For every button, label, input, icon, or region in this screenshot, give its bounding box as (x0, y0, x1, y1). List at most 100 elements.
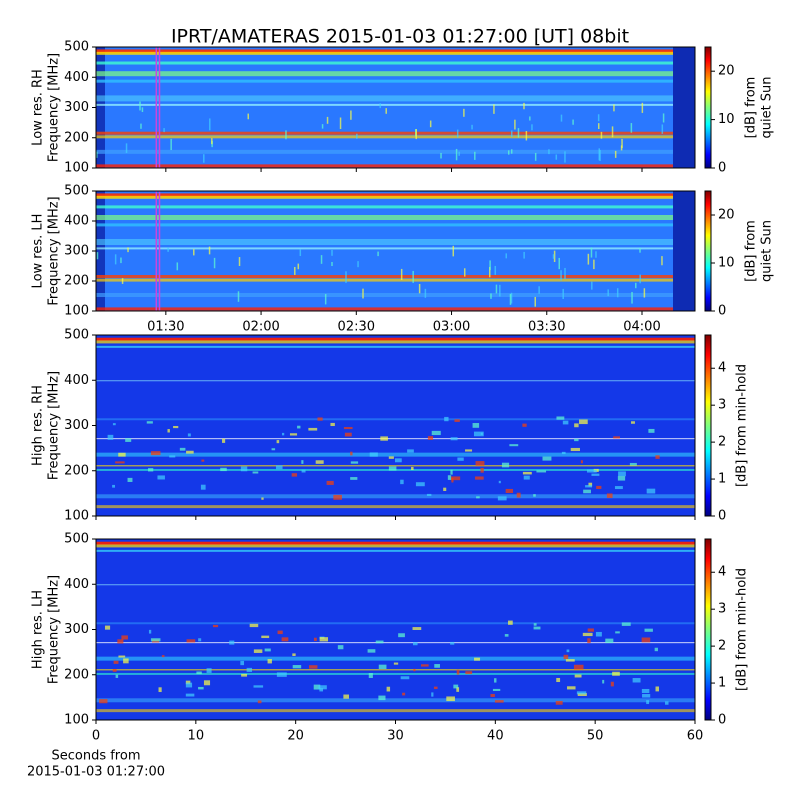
image-speckle (555, 154, 558, 160)
image-speckle (139, 101, 141, 111)
colorbar-tick-label: 0 (718, 161, 726, 176)
image-speckle (333, 494, 342, 500)
colorbar-tick-label: 20 (718, 64, 735, 79)
image-speckle (271, 448, 276, 451)
y-tick-label: 500 (64, 328, 89, 343)
image-speckle (574, 423, 579, 428)
image-speckle (185, 693, 195, 697)
image-band (96, 135, 673, 139)
colorbar-tick-label: 2 (718, 639, 726, 654)
image-band (96, 193, 673, 198)
x-tick-label: 50 (587, 729, 604, 744)
image-speckle (115, 461, 125, 464)
image-speckle (127, 247, 129, 253)
image-speckle (237, 291, 240, 302)
image-speckle (185, 682, 193, 688)
image-speckle (433, 686, 438, 689)
y-label: Frequency [MHz] (47, 371, 62, 480)
image-speckle (253, 685, 264, 688)
image-speckle (611, 126, 614, 138)
spectrogram-image (96, 191, 695, 311)
image-speckle (343, 694, 349, 699)
image-speckle (320, 255, 323, 264)
spectrogram-image (96, 335, 695, 516)
x-tick-label: 02:00 (242, 320, 279, 335)
image-speckle (642, 694, 651, 698)
image-speckle (415, 482, 425, 487)
image-speckle (552, 254, 555, 259)
image-speckle (576, 691, 587, 695)
image-speckle (494, 678, 497, 683)
x-label: Seconds from (51, 749, 140, 764)
image-speckle (394, 458, 402, 463)
image-speckle (238, 257, 241, 267)
image-band (96, 544, 695, 548)
image-speckle (201, 459, 205, 462)
image-speckle (639, 274, 641, 284)
image-speckle (429, 120, 432, 128)
image-speckle (567, 686, 576, 690)
image-band (96, 337, 695, 341)
image-speckle (276, 672, 287, 677)
image-speckle (505, 253, 508, 259)
image-speckle (643, 288, 646, 298)
image-speckle (281, 637, 289, 642)
image-speckle (621, 622, 631, 626)
image-background (96, 539, 695, 720)
image-speckle (249, 623, 259, 628)
image-speckle (553, 250, 556, 263)
image-speckle (510, 149, 513, 154)
colorbar-label: [dB] from min-hold (735, 364, 750, 487)
image-speckle (206, 668, 212, 673)
spectrogram-image (96, 539, 695, 720)
image-speckle (612, 671, 620, 676)
image-speckle (99, 699, 108, 704)
image-speckle (402, 692, 406, 696)
image-band (96, 584, 695, 586)
image-speckle (378, 664, 387, 670)
image-speckle (313, 684, 321, 690)
image-speckle (379, 103, 381, 109)
image-band (96, 293, 673, 297)
image-speckle (276, 440, 280, 444)
image-speckle (564, 267, 566, 279)
y-tick-label: 200 (64, 667, 89, 682)
image-band (96, 71, 673, 77)
image-speckle (187, 433, 191, 437)
image-speckle (639, 248, 641, 253)
image-speckle (253, 649, 263, 653)
image-speckle (375, 640, 384, 644)
image-speckle (415, 129, 418, 140)
image-speckle (299, 249, 302, 257)
image-speckle (112, 669, 117, 672)
image-speckle (267, 659, 272, 664)
image-speckle (198, 638, 202, 642)
image-speckle (167, 247, 169, 252)
x-tick-label: 0 (92, 729, 100, 744)
image-speckle (308, 427, 318, 431)
x-tick-label: 02:30 (338, 320, 375, 335)
image-speckle (297, 425, 301, 429)
colorbar (704, 46, 712, 169)
image-speckle (400, 268, 403, 280)
image-speckle (560, 270, 562, 281)
image-speckle (369, 452, 378, 457)
image-edge (96, 47, 105, 168)
image-speckle (198, 686, 204, 690)
image-speckle (490, 694, 495, 697)
image-speckle (454, 419, 460, 422)
image-speckle (664, 701, 669, 705)
image-band (96, 642, 695, 644)
image-speckle (150, 638, 161, 642)
image-speckle (350, 461, 359, 464)
image-speckle (497, 496, 507, 501)
image-speckle (200, 484, 206, 490)
image-speckle (542, 456, 552, 461)
image-speckle (412, 627, 422, 630)
image-speckle (586, 469, 597, 473)
image-band (96, 549, 695, 552)
y-tick-label: 100 (64, 161, 89, 176)
image-speckle (107, 434, 114, 440)
image-speckle (613, 436, 620, 439)
